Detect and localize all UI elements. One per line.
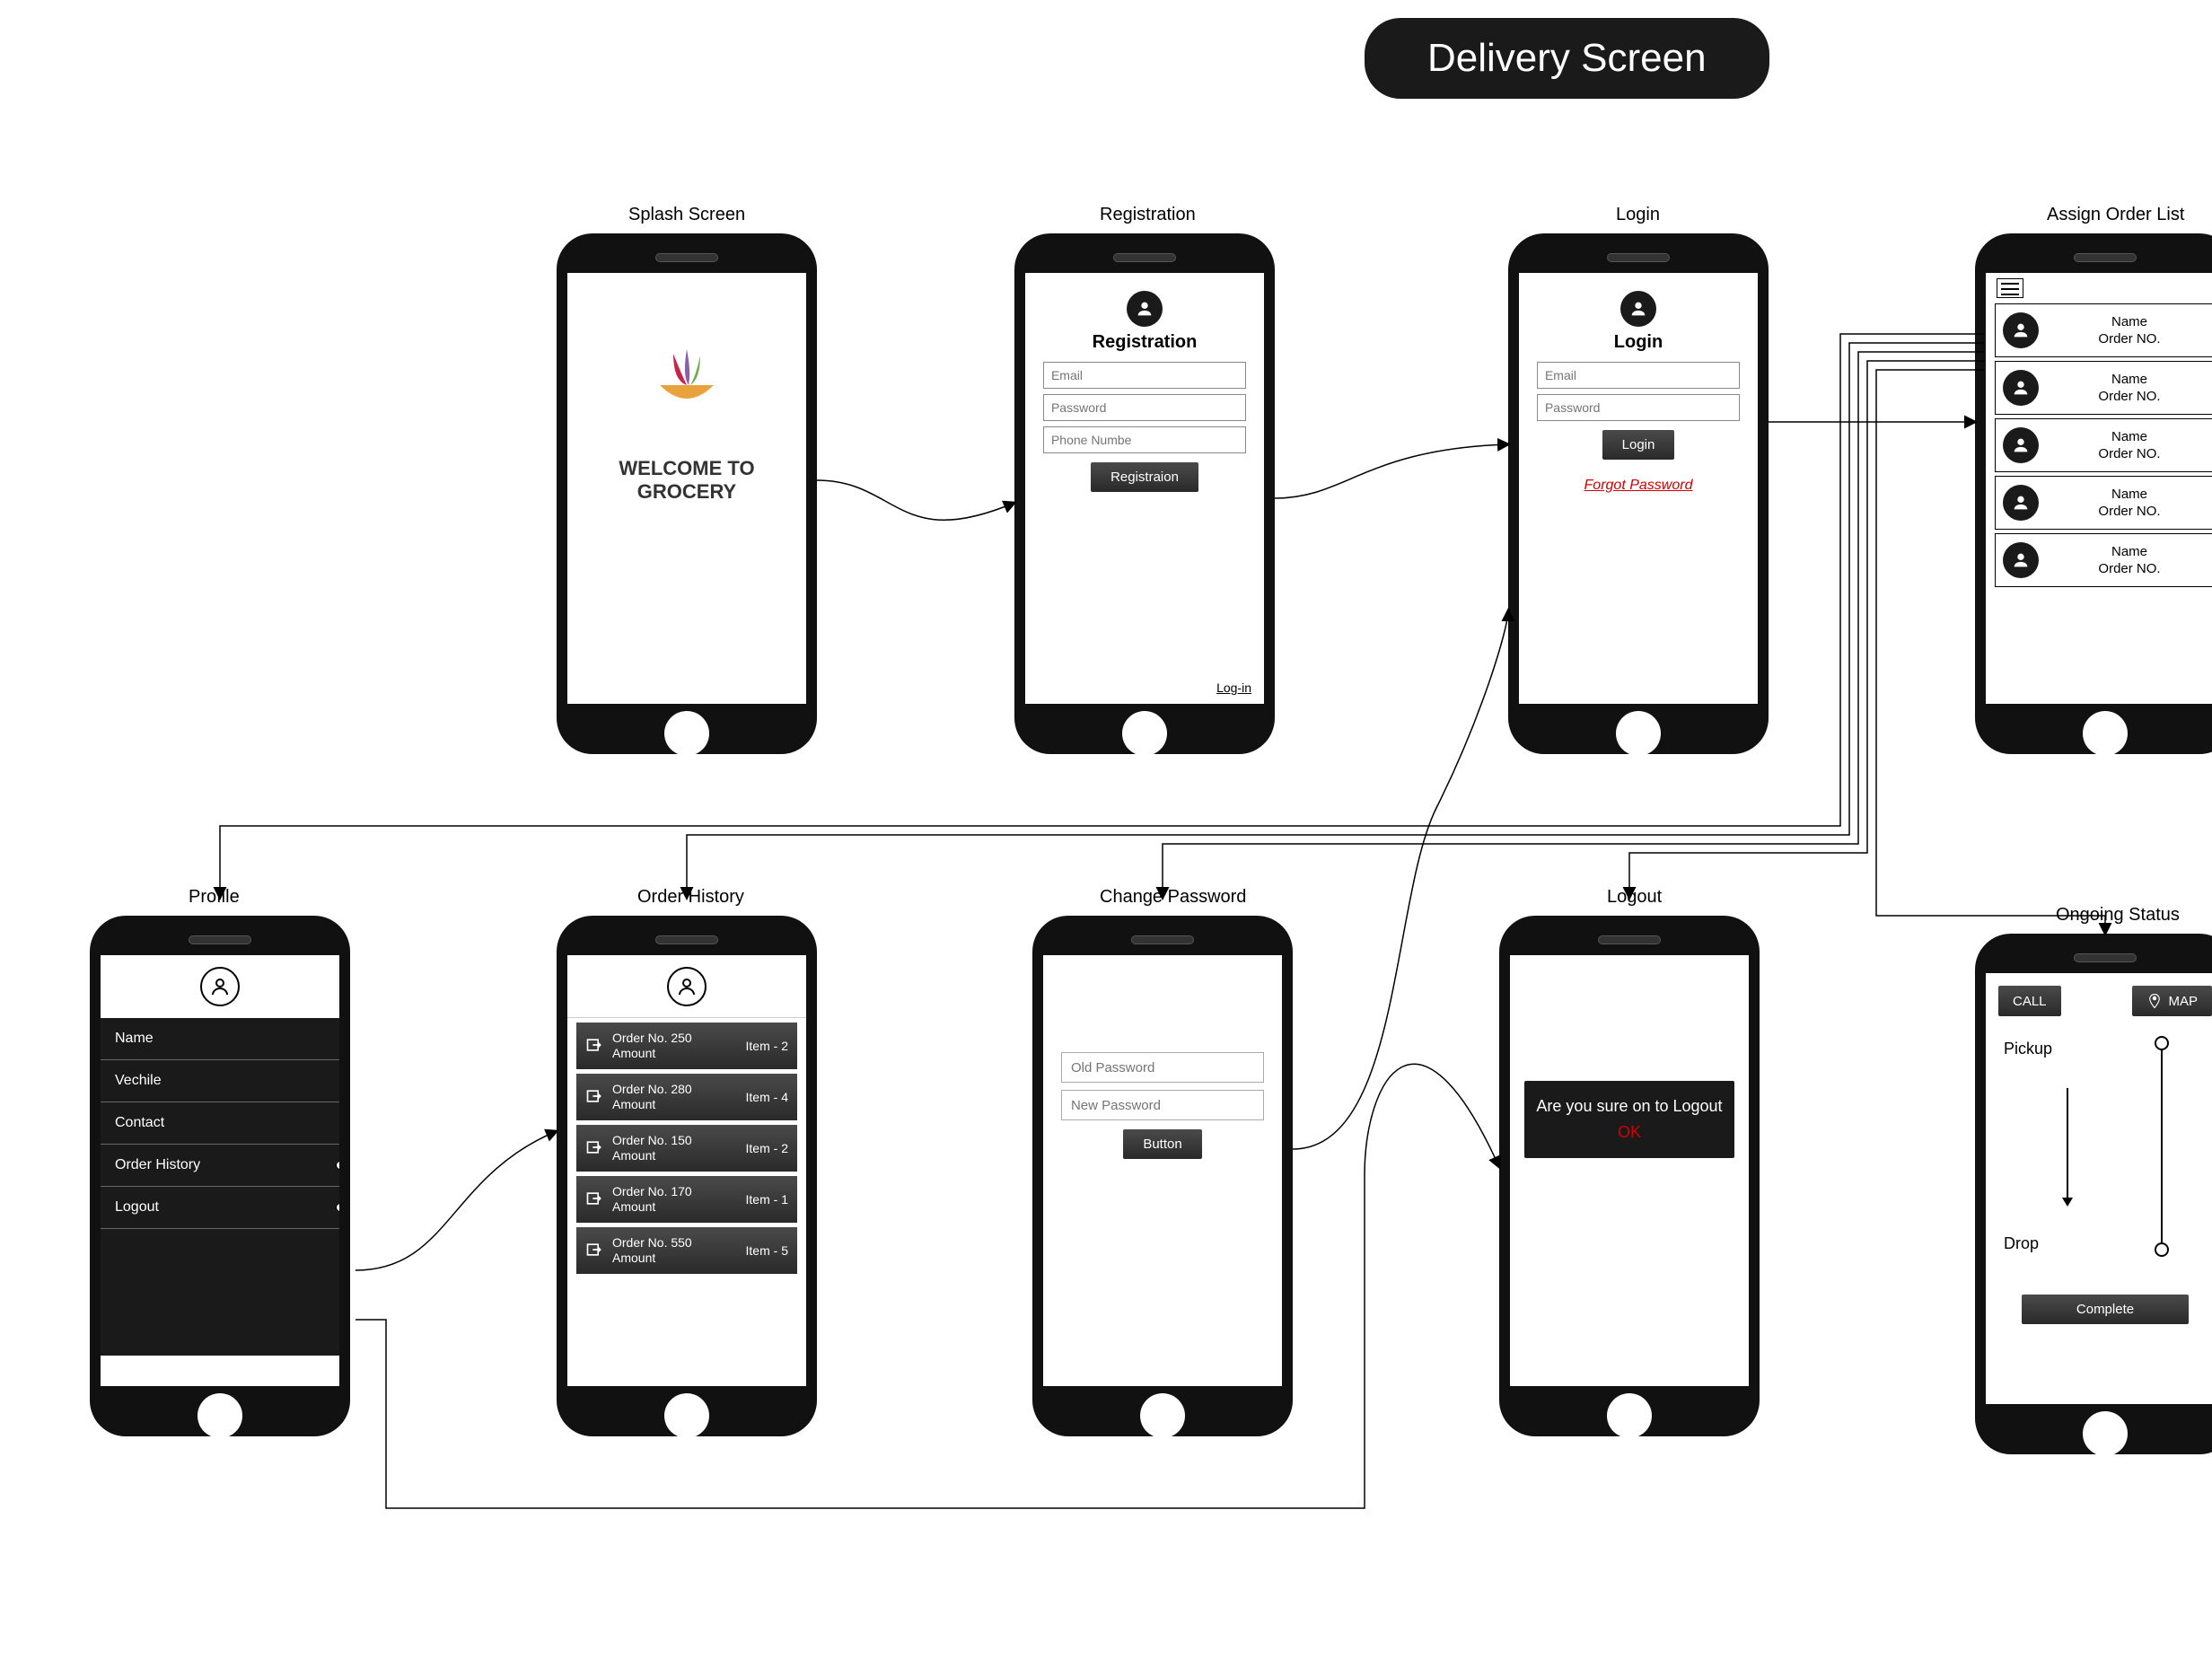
old-password-input[interactable] [1061,1052,1264,1083]
logout-ok-button[interactable]: OK [1533,1123,1725,1142]
history-avatar-icon [667,967,707,1006]
label-ongoing: Ongoing Status [2056,905,2180,926]
share-icon [585,1036,603,1057]
profile-menu-item[interactable]: Contact [101,1102,339,1145]
label-registration: Registration [1100,205,1196,225]
user-avatar-icon [2003,485,2039,521]
user-avatar-icon [2003,370,2039,406]
phone-logout: Are you sure on to Logout OK [1499,916,1760,1436]
profile-menu-item[interactable]: Name [101,1018,339,1060]
user-avatar-icon [2003,542,2039,578]
label-login: Login [1616,205,1660,225]
assign-order-row[interactable]: NameOrder NO. [1995,418,2212,472]
login-email-input[interactable] [1537,362,1740,389]
registration-button[interactable]: Registraion [1091,462,1198,492]
password-input[interactable] [1043,394,1246,421]
user-avatar-icon [1127,291,1163,327]
order-history-row[interactable]: Order No. 150AmountItem - 2 [576,1125,797,1172]
map-button[interactable]: MAP [2132,986,2212,1016]
label-changepw: Change Password [1100,887,1246,908]
hamburger-icon[interactable] [1997,278,2023,298]
welcome-text-2: GROCERY [567,480,806,504]
welcome-text-1: WELCOME TO [567,457,806,480]
share-icon [585,1189,603,1210]
assign-order-row[interactable]: NameOrder NO. [1995,533,2212,587]
label-assign: Assign Order List [2047,205,2184,225]
login-button[interactable]: Login [1602,430,1675,460]
delivery-timeline: Pickup Drop [2013,1043,2189,1250]
new-password-input[interactable] [1061,1090,1264,1120]
user-avatar-icon [1620,291,1656,327]
registration-heading: Registration [1025,332,1264,353]
profile-avatar-icon [200,967,240,1006]
assign-order-row[interactable]: NameOrder NO. [1995,303,2212,357]
profile-menu-item[interactable]: Order History [101,1145,339,1187]
order-history-row[interactable]: Order No. 280AmountItem - 4 [576,1074,797,1120]
logout-dialog: Are you sure on to Logout OK [1524,1081,1734,1158]
phone-history: Order No. 250AmountItem - 2 Order No. 280… [557,916,817,1436]
phone-splash: WELCOME TO GROCERY [557,233,817,754]
share-icon [585,1138,603,1159]
map-pin-icon [2146,993,2163,1009]
share-icon [585,1087,603,1108]
phone-ongoing: CALL MAP Pickup Drop Complete [1975,934,2212,1454]
forgot-password-link[interactable]: Forgot Password [1519,478,1758,494]
label-logout: Logout [1607,887,1662,908]
email-input[interactable] [1043,362,1246,389]
complete-button[interactable]: Complete [2022,1295,2189,1324]
login-password-input[interactable] [1537,394,1740,421]
login-heading: Login [1519,332,1758,353]
label-history: Order History [637,887,744,908]
label-profile: Profile [189,887,240,908]
profile-menu-item[interactable]: Vechile [101,1060,339,1102]
phone-input[interactable] [1043,426,1246,453]
phone-changepw: Button [1032,916,1293,1436]
grocery-logo [633,336,741,421]
call-button[interactable]: CALL [1998,986,2061,1016]
order-history-row[interactable]: Order No. 550AmountItem - 5 [576,1227,797,1274]
assign-order-row[interactable]: NameOrder NO. [1995,476,2212,530]
assign-order-row[interactable]: NameOrder NO. [1995,361,2212,415]
phone-registration: Registration Registraion Log-in [1014,233,1275,754]
phone-profile: NameVechileContactOrder HistoryLogout [90,916,350,1436]
login-link[interactable]: Log-in [1216,680,1251,695]
order-history-row[interactable]: Order No. 170AmountItem - 1 [576,1176,797,1223]
page-title: Delivery Screen [1365,18,1769,99]
phone-login: Login Login Forgot Password [1508,233,1769,754]
changepw-button[interactable]: Button [1123,1129,1201,1159]
phone-assign: NameOrder NO.NameOrder NO.NameOrder NO.N… [1975,233,2212,754]
user-avatar-icon [2003,427,2039,463]
user-avatar-icon [2003,312,2039,348]
order-history-row[interactable]: Order No. 250AmountItem - 2 [576,1023,797,1069]
label-splash: Splash Screen [628,205,745,225]
share-icon [585,1241,603,1261]
profile-menu-item[interactable]: Logout [101,1187,339,1229]
